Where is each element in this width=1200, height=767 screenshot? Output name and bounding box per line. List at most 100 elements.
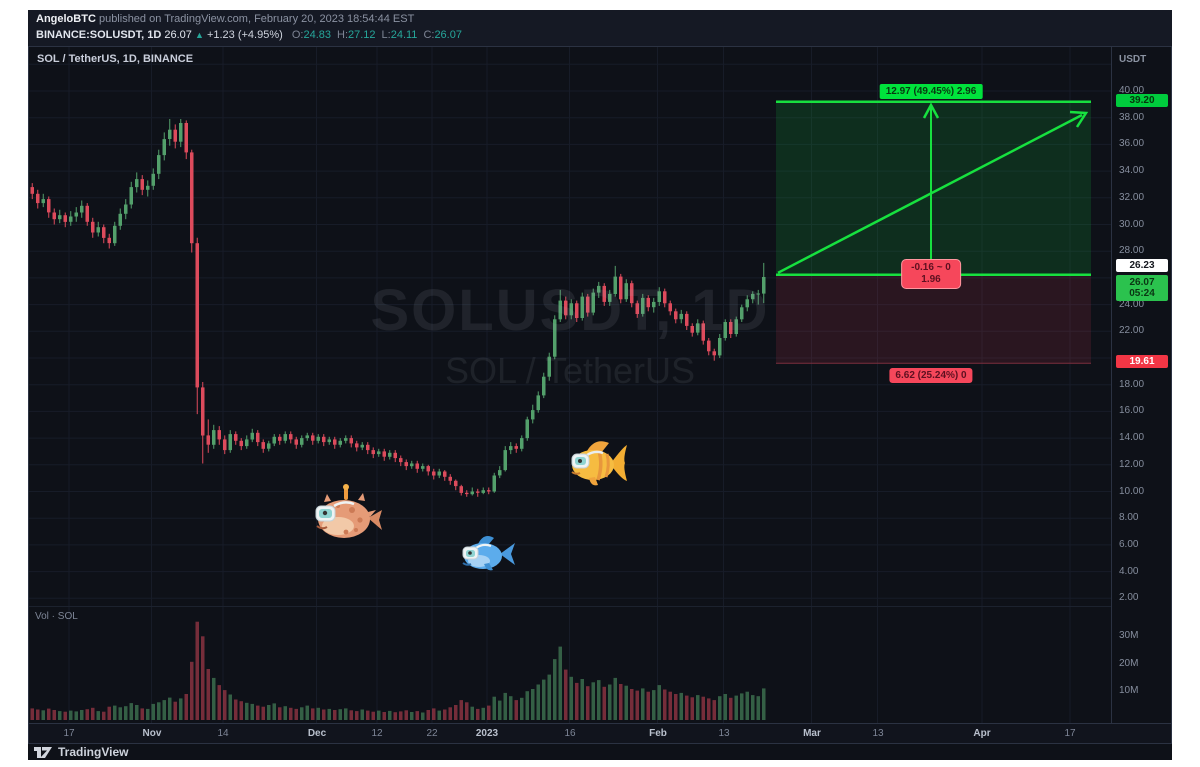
position-entry-label[interactable]: -0.16 ~ 0 1.96	[901, 259, 961, 289]
candle-body	[679, 313, 683, 320]
chart-region: SOLUSDT, 1D SOL / TetherUS	[28, 46, 1172, 744]
volume-bar	[256, 705, 260, 720]
volume-bar	[316, 707, 320, 720]
volume-bar	[619, 684, 623, 720]
volume-bar	[668, 691, 672, 720]
candle-body	[547, 356, 551, 377]
candle-body	[327, 439, 331, 443]
volume-tick-label: 30M	[1119, 630, 1139, 641]
candle-body	[674, 311, 678, 320]
volume-bar	[135, 705, 139, 720]
volume-bar	[586, 686, 590, 720]
candle-body	[80, 205, 84, 213]
candlestick-chart[interactable]	[29, 47, 1111, 606]
candle-body	[498, 470, 502, 476]
candle-body	[404, 462, 408, 467]
author-name[interactable]: AngeloBTC	[36, 13, 96, 25]
candle-body	[707, 340, 711, 352]
candle-body	[102, 227, 106, 238]
volume-bar	[553, 659, 557, 720]
candle-body	[745, 299, 749, 308]
candle-body	[536, 395, 540, 411]
candle-body	[322, 436, 326, 443]
volume-bar	[745, 691, 749, 720]
volume-bar	[47, 708, 51, 720]
tropical-fish-sticker[interactable]	[565, 435, 629, 491]
price-tick-label: 36.00	[1119, 138, 1145, 149]
candle-body	[234, 434, 238, 441]
volume-bar	[113, 705, 117, 720]
tradingview-snapshot: AngeloBTC published on TradingView.com, …	[28, 10, 1172, 760]
candle-body	[569, 303, 573, 316]
candle-body	[168, 129, 172, 139]
price-axis[interactable]: USDT 39.20 26.23 26.07 05:24 19.61 40.00…	[1111, 47, 1171, 723]
volume-legend[interactable]: Vol · SOL	[35, 611, 78, 622]
price-tick-label: 28.00	[1119, 245, 1145, 256]
candle-body	[129, 187, 133, 205]
time-axis-label: Apr	[973, 728, 991, 739]
volume-bar	[509, 696, 513, 720]
candle-body	[195, 243, 199, 388]
candle-body	[355, 443, 359, 448]
volume-pane[interactable]: Vol · SOL	[29, 606, 1111, 723]
volume-bar	[635, 690, 639, 720]
price-tick-label: 2.00	[1119, 592, 1139, 603]
chart-legend[interactable]: SOL / TetherUS, 1D, BINANCE	[37, 53, 194, 65]
candle-body	[52, 212, 56, 220]
candle-body	[525, 419, 529, 439]
volume-bar	[239, 701, 243, 720]
candle-body	[751, 293, 755, 300]
candle-body	[432, 471, 436, 476]
volume-bar	[283, 706, 287, 720]
volume-bar	[602, 686, 606, 720]
tradingview-logo-icon[interactable]	[34, 746, 53, 759]
candle-body	[69, 216, 73, 222]
candle-body	[338, 440, 342, 445]
symbol-name[interactable]: BINANCE:SOLUSDT, 1D	[36, 29, 162, 41]
measure-arrowhead-icon	[922, 102, 940, 119]
position-stop-label[interactable]: 6.62 (25.24%) 0	[889, 368, 973, 383]
volume-bar	[305, 705, 309, 720]
candlestick-chart-pane[interactable]: SOLUSDT, 1D SOL / TetherUS	[29, 47, 1111, 606]
volume-bar	[278, 707, 282, 720]
candle-body	[124, 204, 128, 214]
volume-bar	[80, 710, 84, 720]
blue-fish-sticker[interactable]	[458, 530, 518, 578]
volume-bar	[476, 708, 480, 720]
footer-bar: TradingView	[28, 744, 1172, 760]
volume-bar	[646, 691, 650, 720]
candle-body	[272, 436, 276, 444]
volume-bar	[707, 698, 711, 720]
ohlc-value: 26.07	[434, 29, 462, 41]
tradingview-brand[interactable]: TradingView	[58, 745, 129, 759]
puffer-fish-sticker[interactable]	[310, 484, 384, 544]
volume-bar	[498, 700, 502, 720]
candle-body	[718, 338, 722, 356]
candle-body	[283, 434, 287, 441]
candle-body	[162, 139, 166, 156]
time-axis[interactable]: 17 Nov 14 Dec 12 22 2023 16 Feb 13 Mar 13 Apr 17	[29, 723, 1171, 743]
candle-body	[58, 215, 62, 220]
candle-body	[184, 123, 188, 153]
volume-bar	[663, 689, 667, 720]
volume-bar	[52, 710, 56, 720]
candle-body	[690, 326, 694, 333]
candle-body	[426, 466, 430, 472]
volume-bar	[415, 711, 419, 720]
price-tick-label: 34.00	[1119, 165, 1145, 176]
price-tick-label: 32.00	[1119, 192, 1145, 203]
price-tick-label: 38.00	[1119, 112, 1145, 123]
candle-body	[520, 438, 524, 449]
candle-body	[564, 300, 568, 316]
volume-chart[interactable]	[29, 607, 1111, 723]
position-target-label[interactable]: 12.97 (49.45%) 2.96	[879, 84, 983, 99]
volume-bar	[129, 703, 133, 720]
volume-bar	[151, 703, 155, 720]
candle-body	[388, 452, 392, 457]
price-tick-label: 18.00	[1119, 379, 1145, 390]
candle-body	[140, 179, 144, 190]
volume-bar	[96, 711, 100, 720]
trend-arrow-line	[777, 113, 1083, 274]
volume-bar	[107, 706, 111, 720]
candle-body	[696, 323, 700, 333]
